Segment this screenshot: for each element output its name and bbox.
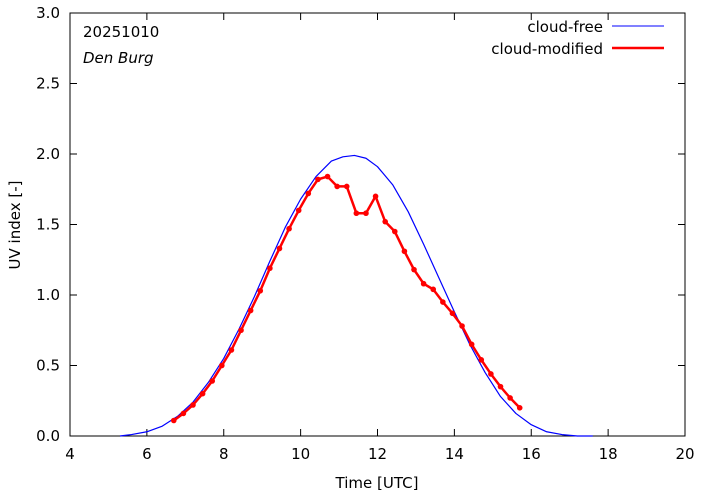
data-point-cloud-modified bbox=[507, 395, 513, 401]
y-tick-label: 0.0 bbox=[36, 427, 60, 445]
data-point-cloud-modified bbox=[363, 210, 369, 217]
data-point-cloud-modified bbox=[478, 357, 485, 363]
series-line-cloud-free bbox=[119, 154, 593, 437]
y-tick-label: 2.0 bbox=[36, 145, 60, 163]
axis-ticks: 4 6 8 10 12 14 16 18 20 0.0 0.5 1.0 1.5 2.0 2.5 3.0 bbox=[36, 4, 694, 463]
data-point-cloud-modified bbox=[315, 176, 321, 183]
x-axis-label: Time [UTC] bbox=[335, 474, 419, 492]
x-tick-label: 20 bbox=[675, 445, 694, 463]
data-point-cloud-modified bbox=[353, 210, 360, 217]
x-tick-label: 12 bbox=[368, 445, 387, 463]
legend-label-cloud-modified: cloud-modified bbox=[491, 40, 603, 58]
data-point-cloud-modified bbox=[276, 245, 283, 252]
series-layer bbox=[119, 154, 593, 437]
data-point-cloud-modified bbox=[228, 347, 235, 353]
x-tick-label: 6 bbox=[142, 445, 152, 463]
data-point-cloud-modified bbox=[488, 371, 494, 377]
plot-frame bbox=[69, 12, 686, 437]
data-point-cloud-modified bbox=[449, 310, 456, 317]
data-point-cloud-modified bbox=[238, 327, 244, 334]
x-tick-label: 16 bbox=[522, 445, 541, 463]
data-point-cloud-modified bbox=[324, 173, 331, 180]
data-point-cloud-modified bbox=[267, 265, 273, 272]
data-point-cloud-modified bbox=[372, 193, 379, 200]
y-tick-label: 1.0 bbox=[36, 286, 60, 304]
data-point-cloud-modified bbox=[286, 225, 292, 232]
legend-label-cloud-free: cloud-free bbox=[527, 18, 603, 36]
data-point-cloud-modified bbox=[401, 248, 408, 255]
location-annotation: Den Burg bbox=[83, 49, 154, 67]
date-annotation: 20251010 bbox=[83, 23, 159, 41]
x-tick-label: 14 bbox=[445, 445, 464, 463]
data-point-cloud-modified bbox=[219, 362, 225, 369]
data-point-cloud-modified bbox=[411, 266, 417, 273]
y-tick-label: 0.5 bbox=[36, 357, 60, 375]
data-point-cloud-modified bbox=[497, 383, 504, 390]
series-line-cloud-modified bbox=[173, 175, 521, 422]
y-tick-label: 2.5 bbox=[36, 75, 60, 93]
data-point-cloud-modified bbox=[199, 390, 206, 397]
x-tick-label: 10 bbox=[291, 445, 310, 463]
data-point-cloud-modified bbox=[420, 280, 427, 287]
data-point-cloud-modified bbox=[170, 417, 177, 424]
data-point-cloud-modified bbox=[257, 287, 264, 294]
y-tick-label: 3.0 bbox=[36, 4, 60, 22]
data-point-cloud-modified bbox=[209, 378, 216, 384]
data-point-cloud-modified bbox=[459, 323, 465, 329]
y-axis-label: UV index [-] bbox=[6, 181, 24, 270]
data-point-cloud-modified bbox=[247, 307, 254, 314]
data-point-cloud-modified bbox=[343, 183, 350, 190]
legend: cloud-free cloud-modified bbox=[491, 18, 664, 58]
data-point-cloud-modified bbox=[305, 190, 312, 197]
data-point-cloud-modified bbox=[430, 286, 437, 293]
x-tick-label: 4 bbox=[65, 445, 75, 463]
x-tick-label: 8 bbox=[219, 445, 229, 463]
data-point-cloud-modified bbox=[190, 402, 196, 408]
data-point-cloud-modified bbox=[334, 183, 340, 190]
data-point-cloud-modified bbox=[382, 218, 388, 225]
data-point-cloud-modified bbox=[516, 405, 523, 411]
y-tick-label: 1.5 bbox=[36, 216, 60, 234]
data-point-cloud-modified bbox=[440, 299, 446, 305]
data-point-cloud-modified bbox=[295, 207, 302, 214]
data-point-cloud-modified bbox=[391, 228, 398, 235]
x-tick-label: 18 bbox=[599, 445, 618, 463]
data-point-cloud-modified bbox=[468, 341, 475, 348]
data-point-cloud-modified bbox=[180, 410, 187, 417]
